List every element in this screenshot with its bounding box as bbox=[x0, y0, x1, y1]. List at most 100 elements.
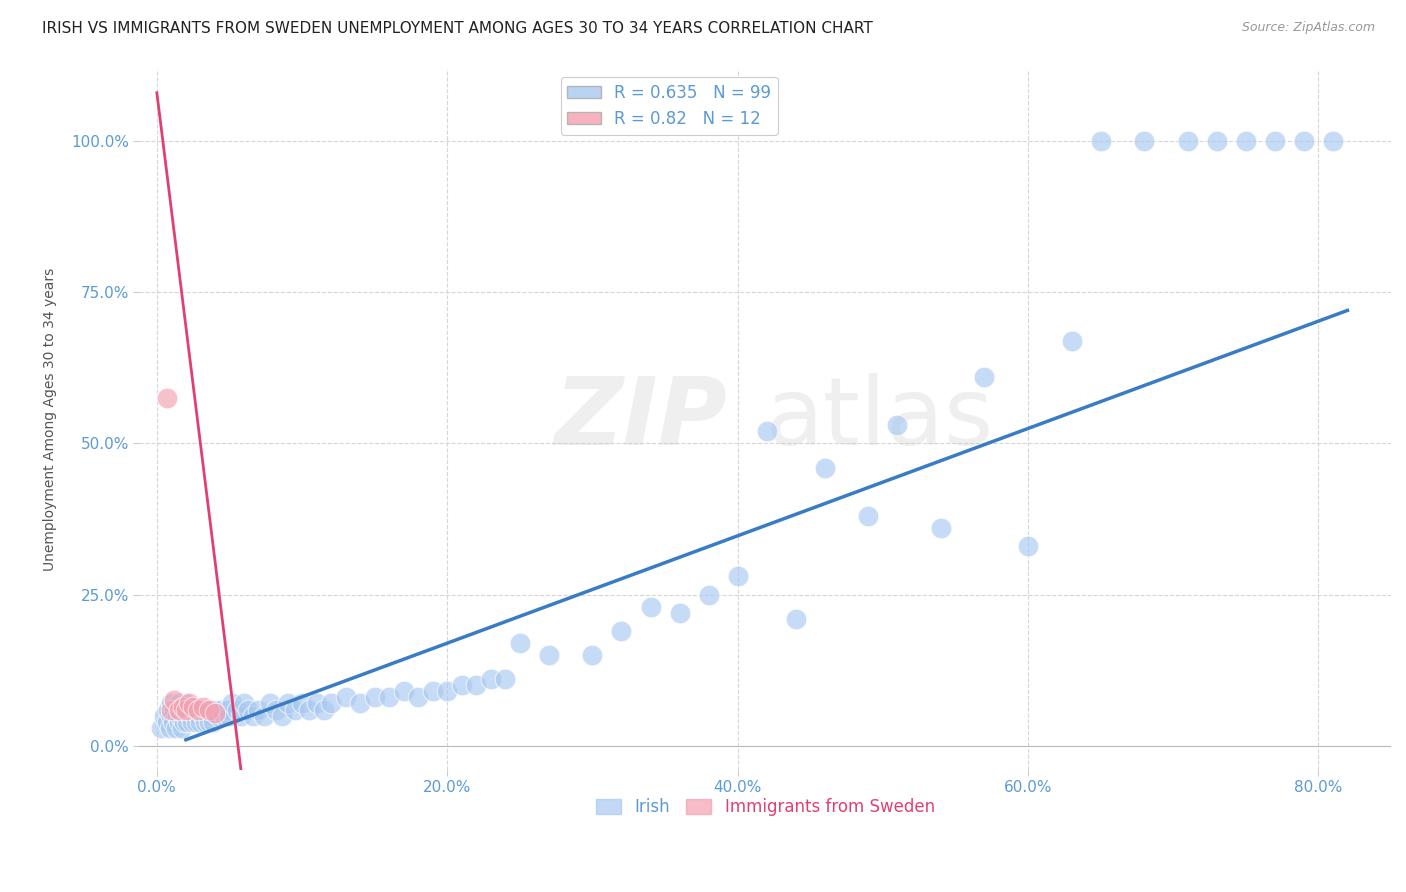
Point bbox=[186, 702, 208, 716]
Point bbox=[814, 460, 837, 475]
Point bbox=[640, 599, 662, 614]
Point bbox=[886, 418, 908, 433]
Point bbox=[195, 702, 218, 716]
Point bbox=[1090, 134, 1112, 148]
Point bbox=[229, 708, 252, 723]
Point bbox=[312, 702, 335, 716]
Point bbox=[225, 702, 247, 716]
Point bbox=[238, 702, 260, 716]
Point bbox=[668, 606, 690, 620]
Point bbox=[204, 702, 226, 716]
Point bbox=[160, 702, 183, 716]
Point bbox=[194, 714, 217, 729]
Point bbox=[169, 708, 191, 723]
Point bbox=[153, 708, 176, 723]
Point bbox=[177, 697, 200, 711]
Point bbox=[156, 714, 179, 729]
Point bbox=[197, 708, 219, 723]
Point bbox=[193, 699, 215, 714]
Point bbox=[610, 624, 633, 638]
Text: atlas: atlas bbox=[765, 373, 994, 466]
Point bbox=[406, 690, 429, 705]
Point bbox=[479, 673, 502, 687]
Point bbox=[209, 702, 232, 716]
Point bbox=[172, 702, 194, 716]
Y-axis label: Unemployment Among Ages 30 to 34 years: Unemployment Among Ages 30 to 34 years bbox=[44, 268, 58, 571]
Point bbox=[1177, 134, 1199, 148]
Point bbox=[264, 702, 287, 716]
Point bbox=[166, 708, 188, 723]
Point bbox=[170, 721, 193, 735]
Text: IRISH VS IMMIGRANTS FROM SWEDEN UNEMPLOYMENT AMONG AGES 30 TO 34 YEARS CORRELATI: IRISH VS IMMIGRANTS FROM SWEDEN UNEMPLOY… bbox=[42, 21, 873, 36]
Point bbox=[392, 684, 415, 698]
Point bbox=[858, 508, 880, 523]
Point bbox=[1060, 334, 1083, 348]
Point bbox=[697, 588, 720, 602]
Point bbox=[156, 391, 179, 405]
Point bbox=[204, 706, 226, 720]
Point bbox=[242, 708, 264, 723]
Point bbox=[179, 708, 201, 723]
Point bbox=[291, 697, 314, 711]
Point bbox=[160, 697, 183, 711]
Point bbox=[436, 684, 458, 698]
Point bbox=[494, 673, 516, 687]
Point bbox=[201, 708, 224, 723]
Point bbox=[159, 721, 181, 735]
Point bbox=[207, 708, 229, 723]
Point bbox=[173, 714, 195, 729]
Point bbox=[755, 425, 778, 439]
Point bbox=[270, 708, 292, 723]
Point bbox=[215, 702, 238, 716]
Point bbox=[363, 690, 385, 705]
Point bbox=[284, 702, 307, 716]
Point bbox=[191, 702, 214, 716]
Point bbox=[198, 714, 221, 729]
Point bbox=[305, 697, 328, 711]
Point bbox=[174, 697, 197, 711]
Point bbox=[167, 702, 190, 716]
Point bbox=[190, 714, 212, 729]
Point bbox=[172, 699, 194, 714]
Point bbox=[509, 636, 531, 650]
Point bbox=[450, 678, 472, 692]
Point bbox=[218, 708, 240, 723]
Point bbox=[163, 702, 186, 716]
Point bbox=[537, 648, 560, 662]
Point bbox=[202, 714, 225, 729]
Point bbox=[181, 702, 204, 716]
Point bbox=[198, 702, 221, 716]
Point bbox=[465, 678, 488, 692]
Point bbox=[785, 612, 807, 626]
Legend: Irish, Immigrants from Sweden: Irish, Immigrants from Sweden bbox=[588, 790, 943, 825]
Point bbox=[1264, 134, 1286, 148]
Point bbox=[212, 708, 235, 723]
Point bbox=[184, 714, 207, 729]
Point bbox=[233, 697, 256, 711]
Point bbox=[1017, 539, 1039, 553]
Point bbox=[150, 721, 173, 735]
Point bbox=[727, 569, 749, 583]
Point bbox=[157, 702, 180, 716]
Point bbox=[422, 684, 444, 698]
Point bbox=[1292, 134, 1315, 148]
Point bbox=[174, 708, 197, 723]
Point bbox=[349, 697, 371, 711]
Point bbox=[335, 690, 357, 705]
Point bbox=[253, 708, 276, 723]
Text: ZIP: ZIP bbox=[555, 373, 728, 466]
Point bbox=[929, 521, 952, 535]
Point bbox=[1234, 134, 1257, 148]
Point bbox=[193, 708, 215, 723]
Point bbox=[162, 714, 184, 729]
Point bbox=[973, 370, 995, 384]
Point bbox=[276, 697, 298, 711]
Point bbox=[163, 693, 186, 707]
Point bbox=[180, 714, 202, 729]
Point bbox=[160, 708, 183, 723]
Point bbox=[167, 697, 190, 711]
Point bbox=[319, 697, 342, 711]
Point bbox=[1205, 134, 1227, 148]
Point bbox=[188, 708, 211, 723]
Point bbox=[165, 721, 187, 735]
